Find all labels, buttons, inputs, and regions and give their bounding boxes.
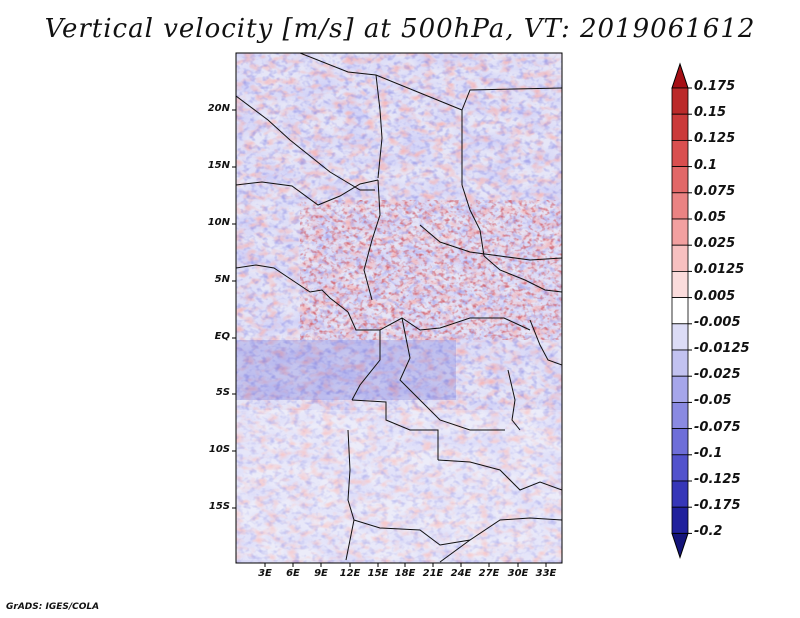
colorbar-label-16: -0.175 — [694, 498, 741, 514]
lon-label-5: 18E — [394, 568, 416, 579]
colorbar-label-1: 0.15 — [694, 105, 727, 121]
lon-label-2: 9E — [314, 568, 328, 579]
lon-label-10: 33E — [535, 568, 557, 579]
colorbar-label-2: 0.125 — [694, 131, 736, 147]
colorbar-label-5: 0.05 — [694, 210, 727, 225]
colorbar-segment — [671, 87, 689, 115]
colorbar-segment — [671, 349, 689, 377]
lon-label-6: 21E — [422, 568, 444, 579]
lat-label-1: 15N — [207, 160, 230, 171]
grads-credit: GrADS: IGES/COLA — [6, 602, 100, 612]
colorbar-label-8: 0.005 — [694, 288, 736, 304]
axis-ticks — [232, 109, 547, 567]
colorbar-segment — [671, 323, 689, 351]
colorbar-segment — [671, 139, 689, 167]
lon-label-7: 24E — [450, 568, 472, 579]
colorbar-segment — [671, 297, 689, 325]
lat-label-3: 5N — [214, 274, 230, 285]
colorbar-label-6: 0.025 — [694, 236, 736, 252]
lon-label-4: 15E — [367, 568, 389, 579]
colorbar-segment — [671, 244, 689, 272]
lon-label-9: 30E — [507, 568, 529, 579]
colorbar-segment — [671, 454, 689, 482]
colorbar-label-12: -0.05 — [694, 393, 732, 409]
lon-label-1: 6E — [286, 568, 300, 579]
colorbar-segment — [671, 166, 689, 194]
colorbar-bottom-arrow — [671, 532, 689, 559]
colorbar-segment — [671, 506, 689, 534]
lat-label-4: EQ — [214, 331, 230, 342]
colorbar-label-14: -0.1 — [694, 445, 723, 461]
colorbar-label-11: -0.025 — [694, 367, 741, 383]
colorbar — [671, 62, 692, 559]
colorbar-segment — [671, 218, 689, 246]
colorbar-segment — [671, 401, 689, 429]
map-frame — [235, 52, 563, 564]
velocity-field — [236, 53, 562, 563]
colorbar-label-10: -0.0125 — [694, 341, 750, 356]
lat-label-6: 10S — [208, 444, 230, 455]
colorbar-segment — [671, 192, 689, 220]
colorbar-label-3: 0.1 — [694, 157, 718, 173]
lon-label-3: 12E — [339, 568, 361, 579]
lat-label-0: 20N — [207, 103, 230, 114]
colorbar-segment — [671, 480, 689, 508]
lon-label-0: 3E — [258, 568, 272, 579]
lat-label-5: 5S — [215, 387, 230, 398]
colorbar-label-9: -0.005 — [694, 314, 741, 330]
colorbar-segment — [671, 270, 689, 298]
country-borders — [236, 53, 562, 563]
lat-label-2: 10N — [207, 217, 230, 228]
colorbar-label-15: -0.125 — [694, 472, 741, 487]
colorbar-label-7: 0.0125 — [694, 262, 745, 278]
lon-label-8: 27E — [478, 568, 500, 579]
colorbar-label-4: 0.075 — [694, 183, 736, 199]
colorbar-label-0: 0.175 — [694, 79, 736, 94]
colorbar-label-13: -0.075 — [694, 419, 741, 435]
lat-label-7: 15S — [208, 501, 230, 512]
colorbar-segment — [671, 428, 689, 456]
map-title: Vertical velocity [m/s] at 500hPa, VT: 2… — [44, 14, 756, 44]
colorbar-segment — [671, 113, 689, 141]
colorbar-segment — [671, 375, 689, 403]
colorbar-top-arrow — [671, 62, 689, 89]
colorbar-label-17: -0.2 — [694, 524, 723, 540]
